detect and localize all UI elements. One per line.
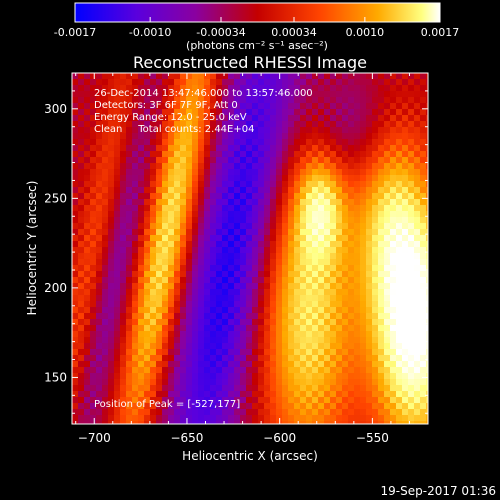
colorbar-tick-label: 0.00034 bbox=[271, 26, 317, 39]
colorbar-tick-label: -0.0010 bbox=[129, 26, 171, 39]
x-tick-label: −550 bbox=[356, 431, 389, 445]
heatmap bbox=[72, 73, 428, 424]
colorbar-ticks: -0.0017 -0.0010 -0.00034 0.00034 0.0010 0.001… bbox=[54, 17, 459, 39]
y-tick-label: 200 bbox=[44, 281, 67, 295]
y-tick-label: 300 bbox=[44, 102, 67, 116]
y-axis: 150 200 250 300 bbox=[44, 72, 428, 414]
colorbar bbox=[74, 2, 441, 23]
y-tick-label: 250 bbox=[44, 191, 67, 205]
annotation-detectors: Detectors: 3F 6F 7F 9F, Att 0 bbox=[94, 100, 238, 111]
colorbar-tick-label: -0.0017 bbox=[54, 26, 96, 39]
colorbar-tick-label: 0.0010 bbox=[346, 26, 385, 39]
chart-title: Reconstructed RHESSI Image bbox=[133, 53, 367, 72]
annotation-energy-range: Energy Range: 12.0 - 25.0 keV bbox=[94, 112, 247, 123]
annotation-time-range: 26-Dec-2014 13:47:46.000 to 13:57:46.000 bbox=[94, 88, 313, 99]
y-tick-label: 150 bbox=[44, 370, 67, 384]
x-tick-label: −700 bbox=[78, 431, 111, 445]
x-tick-label: −600 bbox=[263, 431, 296, 445]
peak-position-label: Position of Peak = [-527,177] bbox=[94, 399, 240, 410]
y-axis-label: Heliocentric Y (arcsec) bbox=[25, 181, 39, 316]
colorbar-tick-label: 0.0017 bbox=[421, 26, 460, 39]
x-axis-label: Heliocentric X (arcsec) bbox=[182, 449, 318, 463]
colorbar-tick-label: -0.00034 bbox=[196, 26, 245, 39]
x-axis: −700 −650 −600 −550 bbox=[75, 73, 429, 445]
colorbar-unit-label: (photons cm⁻² s⁻¹ asec⁻²) bbox=[186, 39, 328, 52]
x-tick-label: −650 bbox=[170, 431, 203, 445]
plot-frame bbox=[71, 72, 429, 425]
plot-timestamp: 19-Sep-2017 01:36 bbox=[381, 484, 496, 498]
annotation-total-counts: Clean Total counts: 2.44E+04 bbox=[94, 124, 254, 135]
peak-marker bbox=[413, 327, 418, 332]
